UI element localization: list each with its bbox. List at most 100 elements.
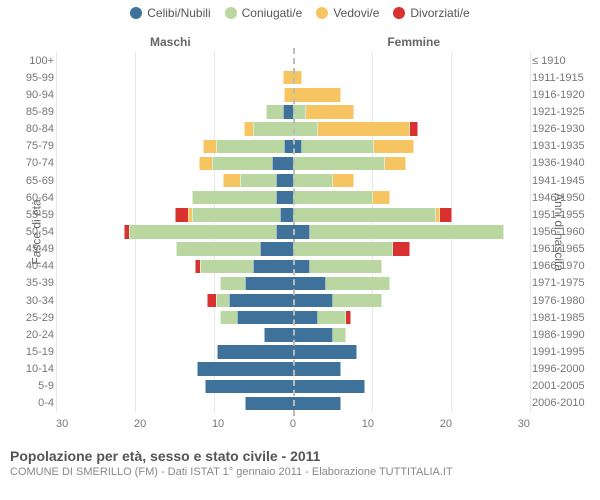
birth-label: 1921-1925 — [532, 106, 586, 118]
legend-label: Celibi/Nubili — [147, 6, 210, 20]
female-bar — [293, 397, 530, 410]
legend-label: Coniugati/e — [242, 6, 303, 20]
age-label: 10-14 — [16, 363, 54, 375]
bar-segment — [293, 345, 357, 358]
female-bar — [293, 260, 530, 273]
female-bar — [293, 191, 530, 204]
bar-segment — [318, 122, 410, 135]
female-bar — [293, 294, 530, 307]
bar-segment — [216, 140, 284, 153]
birth-label: 1986-1990 — [532, 329, 586, 341]
bar-segment — [318, 311, 347, 324]
bar-segment — [293, 157, 385, 170]
age-label: 55-59 — [16, 209, 54, 221]
x-tick: 30 — [518, 418, 530, 430]
age-label: 5-9 — [16, 380, 54, 392]
bar-segment — [276, 191, 293, 204]
age-label: 60-64 — [16, 192, 54, 204]
bar-segment — [374, 140, 414, 153]
bar-segment — [293, 380, 365, 393]
bar-segment — [310, 260, 382, 273]
bar-segment — [253, 122, 293, 135]
bar-segment — [293, 277, 326, 290]
bar-segment — [293, 311, 318, 324]
bar-segment — [440, 208, 453, 221]
bar-segment — [283, 105, 293, 118]
bar-segment — [293, 174, 333, 187]
female-bar — [293, 311, 530, 324]
age-label: 0-4 — [16, 397, 54, 409]
legend-swatch — [316, 7, 328, 19]
bar-segment — [293, 242, 393, 255]
y-labels-birth: ≤ 19101911-19151916-19201921-19251926-19… — [532, 52, 586, 412]
bar-segment — [200, 260, 252, 273]
x-tick: 20 — [134, 418, 146, 430]
male-bar — [56, 260, 293, 273]
bar-segment — [293, 397, 341, 410]
bar-segment — [176, 242, 260, 255]
bar-segment — [293, 328, 333, 341]
chart-subtitle: COMUNE DI SMERILLO (FM) - Dati ISTAT 1° … — [10, 466, 590, 478]
male-bar — [56, 88, 293, 101]
bar-segment — [240, 174, 277, 187]
male-bar — [56, 105, 293, 118]
birth-label: 1956-1960 — [532, 226, 586, 238]
bar-segment — [293, 122, 318, 135]
male-bar — [56, 54, 293, 67]
male-bar — [56, 71, 293, 84]
male-bar — [56, 294, 293, 307]
chart-footer: Popolazione per età, sesso e stato civil… — [0, 442, 600, 478]
birth-label: 1981-1985 — [532, 312, 586, 324]
bar-segment — [293, 191, 373, 204]
bar-segment — [410, 122, 419, 135]
female-bar — [293, 140, 530, 153]
birth-label: 2001-2005 — [532, 380, 586, 392]
bar-segment — [237, 311, 293, 324]
bar-segment — [264, 328, 293, 341]
female-bar — [293, 122, 530, 135]
bar-segment — [293, 208, 436, 221]
birth-label: 1971-1975 — [532, 277, 586, 289]
female-bar — [293, 174, 530, 187]
age-label: 25-29 — [16, 312, 54, 324]
female-bar — [293, 157, 530, 170]
female-bar — [293, 225, 530, 238]
male-bar — [56, 225, 293, 238]
bar-segment — [280, 208, 293, 221]
male-bar — [56, 242, 293, 255]
bar-segment — [333, 174, 354, 187]
female-bar — [293, 105, 530, 118]
birth-label: 1991-1995 — [532, 346, 586, 358]
bar-segment — [205, 380, 293, 393]
label-female: Femmine — [387, 35, 440, 49]
age-label: 100+ — [16, 55, 54, 67]
age-label: 45-49 — [16, 243, 54, 255]
birth-label: 1966-1970 — [532, 260, 586, 272]
birth-label: 1931-1935 — [532, 140, 586, 152]
chart-title: Popolazione per età, sesso e stato civil… — [10, 448, 590, 464]
age-label: 70-74 — [16, 157, 54, 169]
male-bar — [56, 328, 293, 341]
female-bar — [293, 380, 530, 393]
bar-segment — [223, 174, 240, 187]
bar-segment — [293, 362, 341, 375]
gridline — [530, 52, 531, 412]
bar-segment — [293, 88, 341, 101]
birth-label: 1961-1965 — [532, 243, 586, 255]
male-bar — [56, 174, 293, 187]
x-axis: 3020100102030 — [56, 418, 530, 430]
x-tick: 30 — [56, 418, 68, 430]
bar-segment — [393, 242, 410, 255]
birth-label: 1941-1945 — [532, 175, 586, 187]
male-bar — [56, 277, 293, 290]
legend-swatch — [130, 7, 142, 19]
bar-segment — [373, 191, 390, 204]
female-bar — [293, 54, 530, 67]
bar-segment — [385, 157, 406, 170]
female-bar — [293, 208, 530, 221]
male-bar — [56, 157, 293, 170]
bar-segment — [302, 140, 374, 153]
bar-segment — [175, 208, 188, 221]
birth-label: ≤ 1910 — [532, 55, 586, 67]
bar-segment — [253, 260, 293, 273]
